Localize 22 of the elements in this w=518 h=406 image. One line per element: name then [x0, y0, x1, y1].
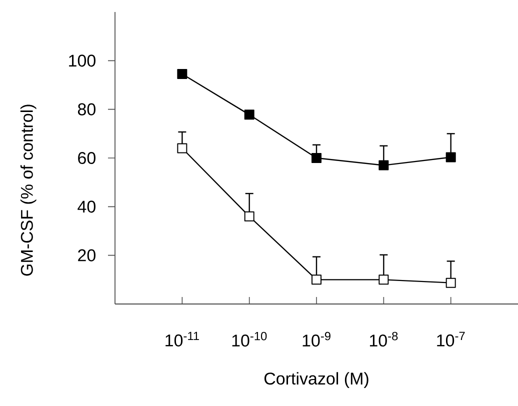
y-tick-label: 100 [69, 54, 96, 67]
point [177, 69, 188, 80]
point [378, 160, 389, 170]
point [312, 153, 322, 163]
y-tick-label: 60 [78, 152, 96, 164]
x-tick-label: 10$^{-9}$ [302, 332, 330, 347]
point [177, 143, 188, 154]
x-tick-label: 10$^{-7}$ [437, 332, 465, 346]
point [446, 278, 456, 288]
point [446, 152, 456, 162]
y-axis-title: GM-CSF (% of control) [20, 104, 36, 276]
x-axis-title: Cortivazol (M) [264, 372, 368, 388]
point [244, 110, 254, 120]
point [312, 274, 322, 285]
y-tick-label: 20 [78, 249, 96, 262]
y-tick-label: 80 [78, 103, 96, 116]
x-tick-label: 10$^{-10}$ [232, 332, 267, 347]
x-tick-label: 10$^{-8}$ [370, 332, 398, 347]
point [378, 274, 389, 285]
point [244, 211, 254, 222]
y-tick-label: 40 [78, 200, 96, 213]
x-tick-label: 10$^{-11}$ [166, 332, 199, 346]
